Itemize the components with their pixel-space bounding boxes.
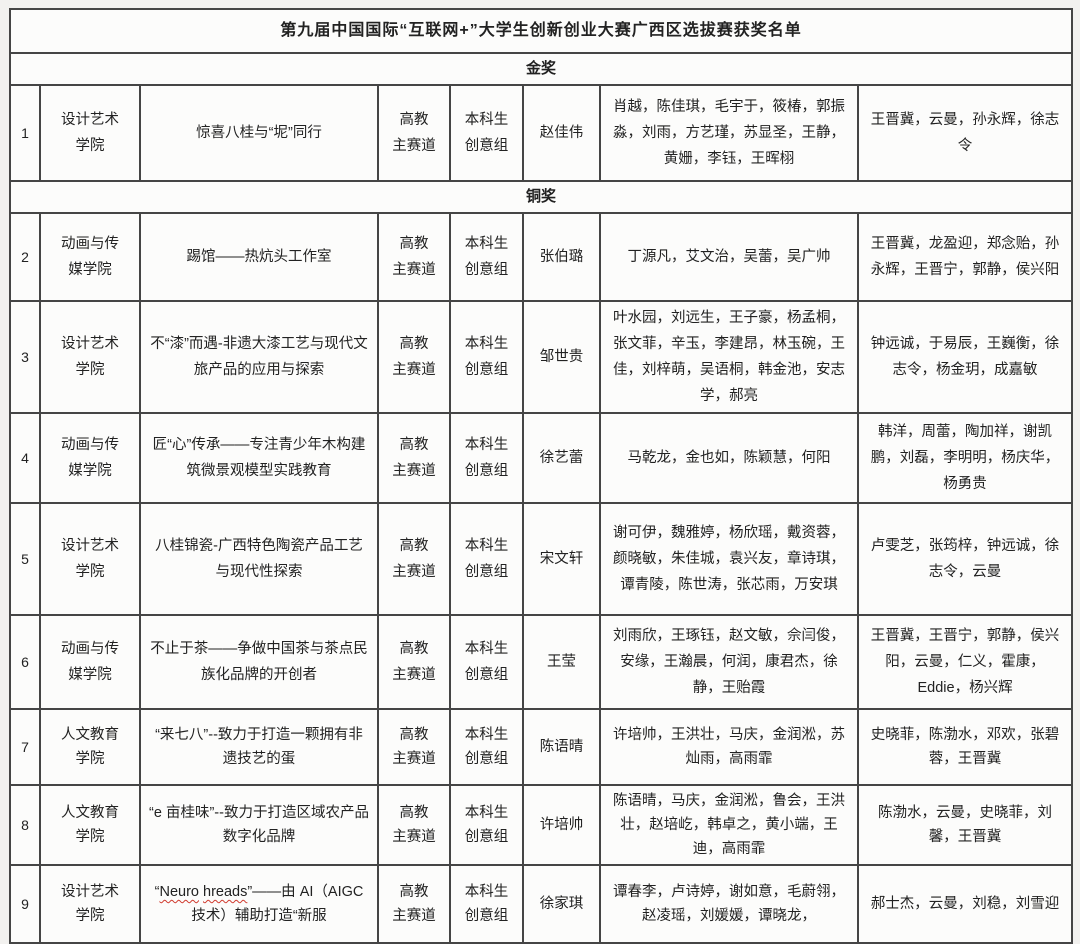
group-cell: 本科生 创意组 xyxy=(449,300,524,414)
project-name-cell: 八桂锦瓷-广西特色陶瓷产品工艺与现代性探索 xyxy=(139,502,379,616)
project-name-cell: “来七八”--致力于打造一颗拥有非遗技艺的蛋 xyxy=(139,708,379,786)
college-cell: 人文教育 学院 xyxy=(39,708,141,786)
table-row: 2 动画与传 媒学院 踢馆——热炕头工作室 高教 主赛道 本科生 创意组 张伯璐… xyxy=(9,212,1074,302)
members-cell: 马乾龙，金也如，陈颖慧，何阳 xyxy=(599,412,859,504)
document-page: 第九届中国国际“互联网+”大学生创新创业大赛广西区选拔赛获奖名单 金奖 1 设计… xyxy=(0,8,1080,944)
table-row: 5 设计艺术 学院 八桂锦瓷-广西特色陶瓷产品工艺与现代性探索 高教 主赛道 本… xyxy=(9,502,1074,616)
members-cell: 陈语晴，马庆，金润淞，鲁会，王洪壮，赵培屹，韩卓之，黄小端，王迪，高雨霏 xyxy=(599,784,859,866)
track-cell: 高教 主赛道 xyxy=(377,614,451,710)
track-cell: 高教 主赛道 xyxy=(377,300,451,414)
college-cell: 动画与传 媒学院 xyxy=(39,412,141,504)
section-label-bronze: 铜奖 xyxy=(8,180,1074,214)
members-cell: 叶水园，刘远生，王子豪，杨孟桐，张文菲，辛玉，李建昂，林玉碗，王佳，刘梓萌，吴语… xyxy=(599,300,859,414)
project-name-cell: 踢馆——热炕头工作室 xyxy=(139,212,379,302)
group-cell: 本科生 创意组 xyxy=(449,708,524,786)
college-cell: 动画与传 媒学院 xyxy=(39,614,141,710)
college-cell: 动画与传 媒学院 xyxy=(39,212,141,302)
table-row: 9 设计艺术 学院 “Neuro hreads”——由 AI（AIGC 技术）辅… xyxy=(9,864,1074,944)
section-row-gold: 金奖 xyxy=(8,52,1074,86)
row-number: 5 xyxy=(9,502,41,616)
table-row: 6 动画与传 媒学院 不止于茶——争做中国茶与茶点民族化品牌的开创者 高教 主赛… xyxy=(9,614,1074,710)
leader-cell: 邹世贵 xyxy=(522,300,601,414)
table-row: 3 设计艺术 学院 不“漆”而遇-非遗大漆工艺与现代文旅产品的应用与探索 高教 … xyxy=(9,300,1074,414)
track-cell: 高教 主赛道 xyxy=(377,784,451,866)
advisors-cell: 陈渤水，云曼，史晓菲，刘馨，王晋冀 xyxy=(856,784,1074,866)
leader-cell: 张伯璐 xyxy=(522,212,601,302)
members-cell: 谭春李，卢诗婷，谢如意，毛蔚翎，赵凌瑶，刘媛媛，谭晓龙， xyxy=(599,864,859,944)
advisors-cell: 王晋冀，王晋宁，郭静，侯兴阳，云曼，仁义，霍康，Eddie，杨兴辉 xyxy=(856,614,1074,710)
row-number: 9 xyxy=(9,864,41,944)
advisors-cell: 钟远诚，于易辰，王巍衡，徐志令，杨金玥，成嘉敏 xyxy=(856,300,1074,414)
college-cell: 设计艺术 学院 xyxy=(39,864,141,944)
project-name-cell: 不止于茶——争做中国茶与茶点民族化品牌的开创者 xyxy=(139,614,379,710)
group-cell: 本科生 创意组 xyxy=(449,864,524,944)
table-title-row: 第九届中国国际“互联网+”大学生创新创业大赛广西区选拔赛获奖名单 xyxy=(8,8,1074,54)
leader-cell: 许培帅 xyxy=(522,784,601,866)
row-number: 6 xyxy=(9,614,41,710)
track-cell: 高教 主赛道 xyxy=(377,412,451,504)
group-cell: 本科生 创意组 xyxy=(449,412,524,504)
members-cell: 许培帅，王洪壮，马庆，金润淞，苏灿雨，高雨霏 xyxy=(599,708,859,786)
page-title: 第九届中国国际“互联网+”大学生创新创业大赛广西区选拔赛获奖名单 xyxy=(8,8,1074,54)
track-cell: 高教 主赛道 xyxy=(377,708,451,786)
members-cell: 刘雨欣，王琢钰，赵文敏，佘闫俊，安缘，王瀚晨，何润，康君杰，徐静，王贻霞 xyxy=(599,614,859,710)
leader-cell: 赵佳伟 xyxy=(522,84,601,182)
group-cell: 本科生 创意组 xyxy=(449,212,524,302)
table-row: 7 人文教育 学院 “来七八”--致力于打造一颗拥有非遗技艺的蛋 高教 主赛道 … xyxy=(9,708,1074,786)
project-name-cell: 匠“心”传承——专注青少年木构建筑微景观模型实践教育 xyxy=(139,412,379,504)
row-number: 4 xyxy=(9,412,41,504)
members-cell: 丁源凡，艾文治，吴蕾，吴广帅 xyxy=(599,212,859,302)
leader-cell: 王莹 xyxy=(522,614,601,710)
advisors-cell: 王晋冀，龙盈迎，郑念贻，孙永辉，王晋宁，郭静，侯兴阳 xyxy=(856,212,1074,302)
advisors-cell: 王晋冀，云曼，孙永辉，徐志令 xyxy=(856,84,1074,182)
group-cell: 本科生 创意组 xyxy=(449,502,524,616)
track-cell: 高教 主赛道 xyxy=(377,212,451,302)
track-cell: 高教 主赛道 xyxy=(377,864,451,944)
advisors-cell: 韩洋，周蕾，陶加祥，谢凯鹏，刘磊，李明明，杨庆华，杨勇贵 xyxy=(856,412,1074,504)
row-number: 1 xyxy=(9,84,41,182)
group-cell: 本科生 创意组 xyxy=(449,784,524,866)
group-cell: 本科生 创意组 xyxy=(449,84,524,182)
college-cell: 人文教育 学院 xyxy=(39,784,141,866)
row-number: 7 xyxy=(9,708,41,786)
leader-cell: 宋文轩 xyxy=(522,502,601,616)
leader-cell: 徐艺蕾 xyxy=(522,412,601,504)
project-name-cell: 不“漆”而遇-非遗大漆工艺与现代文旅产品的应用与探索 xyxy=(139,300,379,414)
track-cell: 高教 主赛道 xyxy=(377,84,451,182)
advisors-cell: 郝士杰，云曼，刘稳，刘雪迎 xyxy=(856,864,1074,944)
college-cell: 设计艺术 学院 xyxy=(39,300,141,414)
section-label-gold: 金奖 xyxy=(8,52,1074,86)
project-name-cell: “Neuro hreads”——由 AI（AIGC 技术）辅助打造“新服 xyxy=(139,864,379,944)
awards-table: 第九届中国国际“互联网+”大学生创新创业大赛广西区选拔赛获奖名单 金奖 1 设计… xyxy=(8,8,1074,944)
members-cell: 肖越，陈佳琪，毛宇于，筱椿，郭振淼，刘雨，方艺瑾，苏显圣，王静，黄姗，李钰，王晖… xyxy=(599,84,859,182)
project-name-cell: 惊喜八桂与“坭”同行 xyxy=(139,84,379,182)
project-name-cell: “e 亩桂味”--致力于打造区域农产品数字化品牌 xyxy=(139,784,379,866)
members-cell: 谢可伊，魏雅婷，杨欣瑶，戴资蓉，颜晓敏，朱佳城，袁兴友，章诗琪，谭青陵，陈世涛，… xyxy=(599,502,859,616)
group-cell: 本科生 创意组 xyxy=(449,614,524,710)
track-cell: 高教 主赛道 xyxy=(377,502,451,616)
table-row: 4 动画与传 媒学院 匠“心”传承——专注青少年木构建筑微景观模型实践教育 高教… xyxy=(9,412,1074,504)
row-number: 3 xyxy=(9,300,41,414)
row-number: 8 xyxy=(9,784,41,866)
leader-cell: 陈语晴 xyxy=(522,708,601,786)
section-row-bronze: 铜奖 xyxy=(8,180,1074,214)
table-row: 8 人文教育 学院 “e 亩桂味”--致力于打造区域农产品数字化品牌 高教 主赛… xyxy=(9,784,1074,866)
college-cell: 设计艺术 学院 xyxy=(39,502,141,616)
advisors-cell: 史晓菲，陈渤水，邓欢，张碧蓉，王晋冀 xyxy=(856,708,1074,786)
table-row: 1 设计艺术 学院 惊喜八桂与“坭”同行 高教 主赛道 本科生 创意组 赵佳伟 … xyxy=(9,84,1074,182)
row-number: 2 xyxy=(9,212,41,302)
college-cell: 设计艺术 学院 xyxy=(39,84,141,182)
advisors-cell: 卢雯芝，张筠梓，钟远诚，徐志令，云曼 xyxy=(856,502,1074,616)
leader-cell: 徐家琪 xyxy=(522,864,601,944)
